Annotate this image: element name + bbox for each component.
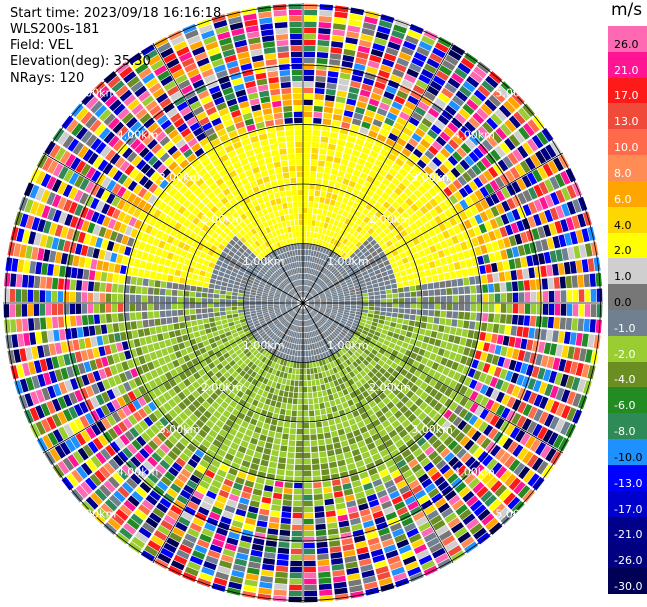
colorbar-tick-label: 17.0 xyxy=(614,89,639,103)
colorbar-tick-label: 2.0 xyxy=(614,244,632,258)
colorbar-tick-label: 1.0 xyxy=(614,270,632,284)
range-ring-label: 2.00km xyxy=(201,381,243,394)
colorbar-segment xyxy=(608,542,647,569)
range-ring-label: 5.00km xyxy=(75,507,117,520)
colorbar-tick-label: -1.0 xyxy=(614,321,636,335)
range-ring-label: 5.00km xyxy=(495,87,537,100)
colorbar-segment xyxy=(608,232,647,259)
range-ring-label: 5.00km xyxy=(75,87,117,100)
range-ring-label: 4.00km xyxy=(453,129,495,142)
colorbar-tick-label: 13.0 xyxy=(614,115,639,129)
colorbar-unit: m/s xyxy=(611,0,643,20)
colorbar-segment xyxy=(608,206,647,234)
colorbar-tick-label: 10.0 xyxy=(614,141,639,155)
range-rings xyxy=(3,3,603,603)
range-ring-label: 2.00km xyxy=(201,213,243,226)
colorbar-tick-label: -17.0 xyxy=(614,502,643,516)
start-time-label: Start time: 2023/09/18 16:16:18 xyxy=(10,6,222,21)
nrays-label: NRays: 120 xyxy=(10,71,85,86)
range-ring-label: 1.00km xyxy=(243,339,285,352)
colorbar-segment xyxy=(608,155,647,182)
colorbar-segment xyxy=(608,335,647,363)
colorbar-segment xyxy=(608,129,647,156)
colorbar-segment xyxy=(608,284,647,311)
colorbar-tick-label: 4.0 xyxy=(614,218,632,232)
colorbar-segment xyxy=(608,103,647,130)
colorbar-tick-label: 0.0 xyxy=(614,296,632,309)
colorbar-tick-label: 8.0 xyxy=(614,166,632,180)
colorbar-tick-label: -30.0 xyxy=(614,580,643,593)
range-ring-label: 4.00km xyxy=(453,465,495,478)
range-ring-label: 3.00km xyxy=(411,171,453,184)
range-ring-label: 3.00km xyxy=(159,171,201,184)
colorbar-segment xyxy=(608,439,647,466)
range-ring-label: 1.00km xyxy=(327,255,369,268)
range-ring-label: 4.00km xyxy=(117,465,159,478)
range-ring-label: 4.00km xyxy=(117,129,159,142)
field-label: Field: VEL xyxy=(10,38,73,53)
colorbar-segment xyxy=(608,568,647,595)
colorbar-tick-label: 6.0 xyxy=(614,192,632,206)
colorbar-tick-label: -10.0 xyxy=(614,450,643,464)
range-ring-label: 2.00km xyxy=(369,213,411,226)
colorbar-segment xyxy=(608,180,647,208)
colorbar-segment xyxy=(608,310,647,337)
elevation-label: Elevation(deg): 35.30 xyxy=(10,54,151,69)
colorbar-segment xyxy=(608,490,647,518)
colorbar-tick-label: -21.0 xyxy=(614,528,643,542)
colorbar-tick-label: 26.0 xyxy=(614,37,639,51)
colorbar-tick-label: -26.0 xyxy=(614,554,643,568)
instrument-label: WLS200s-181 xyxy=(10,22,100,37)
colorbar-segment xyxy=(608,77,647,104)
range-ring-label: 3.00km xyxy=(411,423,453,436)
colorbar-segment xyxy=(608,464,647,492)
colorbar-segment xyxy=(608,516,647,543)
range-ring-label: 1.00km xyxy=(327,339,369,352)
colorbar-tick-label: -2.0 xyxy=(614,347,636,361)
colorbar-tick-label: 21.0 xyxy=(614,63,639,77)
range-ring-label: 1.00km xyxy=(243,255,285,268)
colorbar-segment xyxy=(608,51,647,79)
colorbar-segment xyxy=(608,413,647,440)
colorbar-segment xyxy=(608,387,647,414)
colorbar-tick-label: -4.0 xyxy=(614,373,636,387)
colorbar-tick-label: -6.0 xyxy=(614,399,636,413)
colorbar-segment xyxy=(608,258,647,285)
range-ring-label: 5.00km xyxy=(495,507,537,520)
velocity-gates xyxy=(3,3,603,603)
colorbar-segment xyxy=(608,26,647,53)
range-ring-label: 2.00km xyxy=(369,381,411,394)
colorbar: 26.0 21.0 17.0 13.0 10.0 8.0 6.0 4.0 2.0 1.0 0.0 -1… xyxy=(608,26,647,595)
range-ring-label: 3.00km xyxy=(159,423,201,436)
colorbar-tick-label: -13.0 xyxy=(614,476,643,490)
colorbar-tick-label: -8.0 xyxy=(614,425,636,439)
colorbar-segment xyxy=(608,361,647,388)
